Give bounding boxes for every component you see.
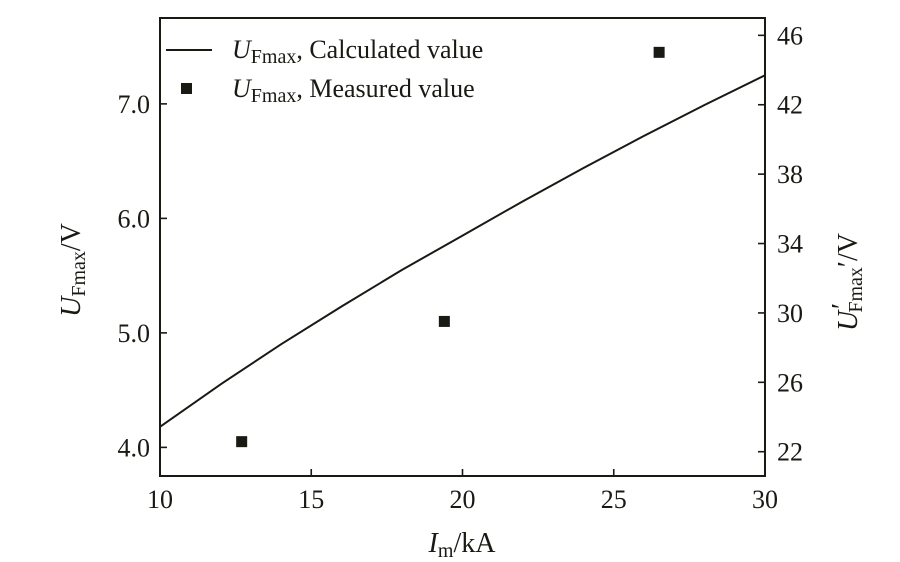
data-series xyxy=(159,46,766,448)
x-axis-title: Im/kA xyxy=(428,528,497,562)
y-left-axis-title: UFmax/V xyxy=(56,223,90,317)
measured-value-marker xyxy=(438,315,450,327)
y-left-tick-label: 4.0 xyxy=(118,433,151,462)
y-left-tick-label: 5.0 xyxy=(118,319,151,348)
y-right-axis-title: U′Fmax′/V xyxy=(827,233,867,331)
x-tick-label: 20 xyxy=(450,485,476,514)
x-tick-label: 25 xyxy=(601,485,627,514)
y-right-tick-label: 26 xyxy=(777,368,803,397)
calculated-value-line xyxy=(159,74,766,428)
y-right-tick-label: 38 xyxy=(777,160,803,189)
x-tick-label: 10 xyxy=(147,485,173,514)
measured-value-marker xyxy=(653,46,665,58)
measured-value-marker xyxy=(236,436,248,448)
x-tick-label: 30 xyxy=(752,485,778,514)
axis-titles: Im/kA UFmax/V U′Fmax′/V xyxy=(56,223,867,562)
legend-entry-label: UFmax, Measured value xyxy=(232,74,475,107)
y-right-tick-label: 34 xyxy=(777,230,803,259)
y-right-tick-label: 30 xyxy=(777,299,803,328)
y-right-tick-label: 46 xyxy=(777,21,803,50)
y-left-tick-label: 6.0 xyxy=(118,204,151,233)
y-left-tick-label: 7.0 xyxy=(118,90,151,119)
legend-marker-swatch xyxy=(181,83,192,94)
y-right-tick-label: 22 xyxy=(777,438,803,467)
legend: UFmax, Calculated value UFmax, Measured v… xyxy=(166,35,483,107)
y-right-tick-label: 42 xyxy=(777,91,803,120)
legend-entry-label: UFmax, Calculated value xyxy=(232,35,483,68)
x-tick-label: 15 xyxy=(298,485,324,514)
axis-ticks: 10 15 20 25 30 4.0 5.0 6.0 7.0 22 26 30 34 38 42 46 xyxy=(118,21,804,514)
